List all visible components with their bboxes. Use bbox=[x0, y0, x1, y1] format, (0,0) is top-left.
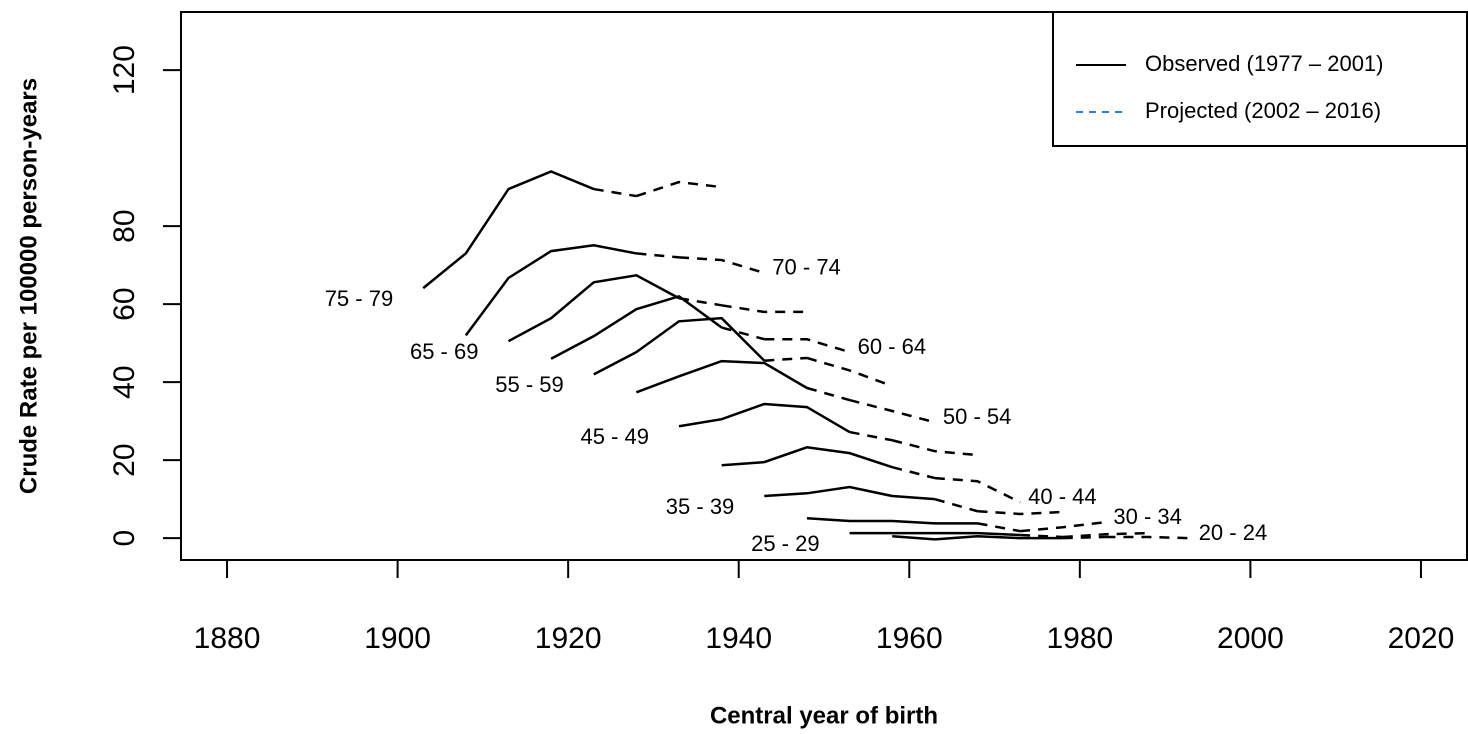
group-label: 55 - 59 bbox=[495, 372, 564, 397]
observed-line bbox=[806, 517, 978, 525]
projected-line bbox=[1020, 520, 1106, 533]
group-label: 25 - 29 bbox=[751, 531, 820, 556]
projected-line bbox=[849, 398, 936, 424]
observed-line bbox=[593, 316, 766, 376]
projected-connector bbox=[934, 497, 978, 513]
projected-line bbox=[721, 304, 807, 314]
x-tick-label: 2020 bbox=[1388, 622, 1455, 655]
x-tick-label: 1900 bbox=[364, 622, 431, 655]
projected-line bbox=[1105, 535, 1191, 540]
group-label: 30 - 34 bbox=[1113, 504, 1182, 529]
y-tick-label: 60 bbox=[108, 287, 141, 320]
projected-connector bbox=[636, 252, 680, 259]
group-label: 70 - 74 bbox=[772, 255, 841, 280]
legend-box bbox=[1052, 11, 1468, 147]
observed-line bbox=[422, 170, 595, 290]
x-tick-label: 1960 bbox=[876, 622, 943, 655]
projected-connector bbox=[1062, 535, 1106, 540]
observed-line bbox=[635, 359, 808, 394]
projected-connector bbox=[721, 326, 765, 341]
group-label: 20 - 24 bbox=[1199, 520, 1268, 545]
projected-line bbox=[1062, 531, 1149, 539]
y-axis-title: Crude Rate per 100000 person-years bbox=[15, 78, 42, 494]
y-tick-label: 120 bbox=[108, 45, 141, 95]
projected-connector bbox=[977, 522, 1021, 533]
x-tick-label: 1920 bbox=[535, 622, 602, 655]
projected-line bbox=[977, 509, 1063, 516]
group-label: 60 - 64 bbox=[858, 334, 927, 359]
group-label: 50 - 54 bbox=[943, 404, 1012, 429]
x-tick-label: 1980 bbox=[1046, 622, 1113, 655]
projected-connector bbox=[764, 356, 808, 362]
projected-connector bbox=[891, 465, 936, 480]
projected-connector bbox=[806, 386, 850, 402]
x-axis-title: Central year of birth bbox=[710, 702, 938, 729]
y-tick-label: 0 bbox=[108, 530, 141, 547]
legend-label: Projected (2002 – 2016) bbox=[1145, 98, 1381, 123]
observed-line bbox=[507, 273, 680, 343]
projected-line bbox=[891, 439, 978, 457]
projected-connector bbox=[678, 297, 722, 307]
group-label: 75 - 79 bbox=[325, 286, 394, 311]
projected-connector bbox=[849, 430, 893, 442]
observed-line bbox=[464, 243, 637, 337]
x-tick-label: 1940 bbox=[705, 622, 772, 655]
y-tick-label: 40 bbox=[108, 365, 141, 398]
observed-line bbox=[892, 534, 1063, 541]
observed-line bbox=[849, 531, 1021, 537]
observed-line bbox=[678, 402, 851, 434]
projected-line bbox=[635, 180, 722, 198]
group-label: 45 - 49 bbox=[581, 424, 650, 449]
y-tick-label: 20 bbox=[108, 443, 141, 476]
projected-line bbox=[934, 476, 1021, 504]
legend-label: Observed (1977 – 2001) bbox=[1145, 51, 1384, 76]
group-label: 65 - 69 bbox=[410, 339, 479, 364]
group-label: 35 - 39 bbox=[666, 494, 735, 519]
observed-line bbox=[764, 485, 935, 501]
observed-line bbox=[721, 446, 893, 469]
x-tick-label: 2000 bbox=[1217, 622, 1284, 655]
projected-line bbox=[764, 337, 850, 354]
projected-line bbox=[678, 256, 765, 275]
projected-line bbox=[806, 356, 893, 388]
group-label: 40 - 44 bbox=[1028, 484, 1097, 509]
projected-connector bbox=[593, 187, 637, 198]
observed-line bbox=[550, 294, 723, 360]
y-tick-label: 80 bbox=[108, 209, 141, 242]
x-tick-label: 1880 bbox=[194, 622, 261, 655]
projected-connector bbox=[1020, 533, 1063, 539]
